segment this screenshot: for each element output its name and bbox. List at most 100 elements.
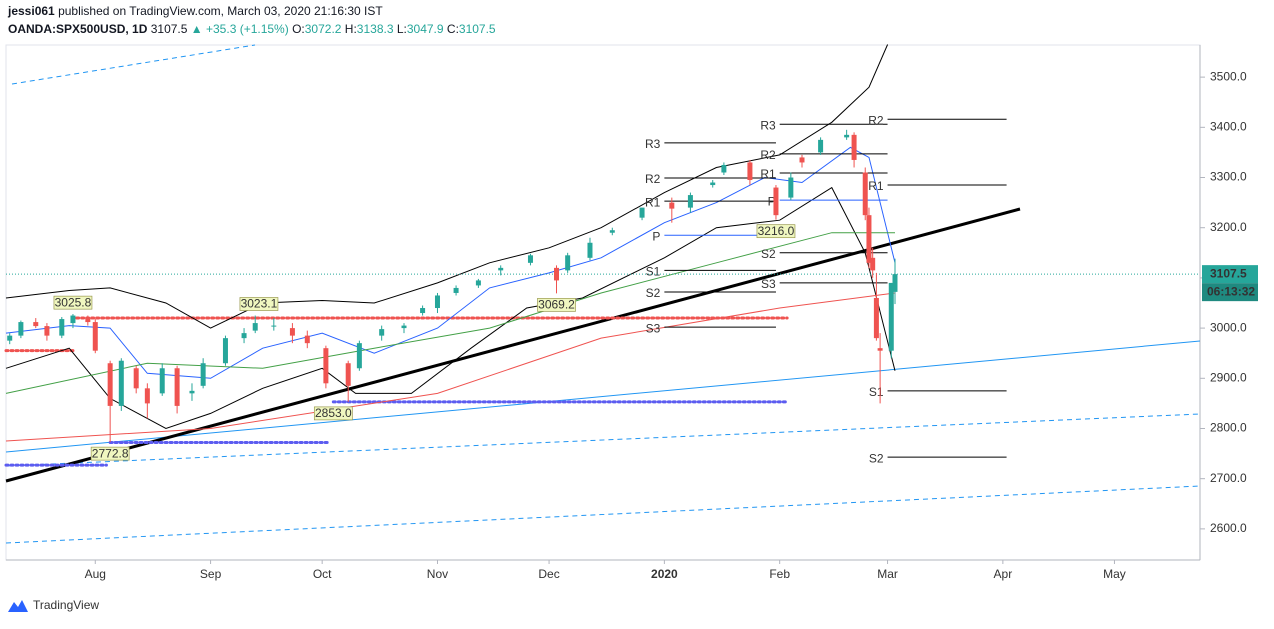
y-tick-label: 3400.0 xyxy=(1210,119,1247,133)
candle-body xyxy=(356,343,362,369)
candle-body xyxy=(85,318,91,323)
candle-body xyxy=(862,172,868,216)
candle-body xyxy=(133,368,139,389)
indicator-line xyxy=(5,44,889,329)
low: 3047.9 xyxy=(407,22,444,36)
header: jessi061 published on TradingView.com, M… xyxy=(7,4,383,18)
candle-body xyxy=(159,368,165,394)
candle-body xyxy=(565,255,571,271)
candle-body xyxy=(189,390,195,394)
brand: TradingView xyxy=(33,598,99,612)
candle-body xyxy=(144,388,150,404)
candle-body xyxy=(669,202,675,209)
symbol-line: OANDA:SPX500USD, 1D 3107.5 ▲ +35.3 (+1.1… xyxy=(8,22,496,36)
x-tick-label: Sep xyxy=(200,567,222,581)
x-tick-label: Feb xyxy=(769,567,790,581)
y-tick-label: 3000.0 xyxy=(1210,320,1247,334)
y-tick-label: 2600.0 xyxy=(1210,521,1247,535)
change: +35.3 (+1.15%) xyxy=(206,22,289,36)
candle-body xyxy=(873,297,879,339)
h-label: H: xyxy=(345,22,357,36)
x-tick-label: Nov xyxy=(427,567,448,581)
x-tick-label: Dec xyxy=(538,567,559,581)
candle-body xyxy=(271,325,277,327)
plot-area xyxy=(5,44,1201,561)
x-tick-label: Oct xyxy=(313,567,332,581)
candle-body xyxy=(252,323,258,331)
candle-body xyxy=(44,326,50,336)
price-note-box xyxy=(239,297,279,311)
candle-body xyxy=(788,177,794,198)
x-tick-label: Apr xyxy=(994,567,1013,581)
pivot-label: P xyxy=(652,229,660,243)
candle-body xyxy=(527,255,533,263)
y-tick-label: 2800.0 xyxy=(1210,421,1247,435)
candle-body xyxy=(289,328,295,336)
pivot-label: S2 xyxy=(761,247,776,261)
y-tick-label: 2900.0 xyxy=(1210,370,1247,384)
channel-line xyxy=(5,485,1201,544)
trend-line xyxy=(5,207,1021,483)
pivot-label: S1 xyxy=(869,385,884,399)
candle-body xyxy=(554,267,560,281)
candle-body xyxy=(866,215,872,263)
indicator-line xyxy=(5,292,896,442)
candle-body xyxy=(401,325,407,329)
candle-body xyxy=(687,195,693,208)
candle-body xyxy=(241,333,247,339)
y-tick-label: 3500.0 xyxy=(1210,69,1247,83)
pivot-label: S3 xyxy=(761,277,776,291)
x-tick-label: 2020 xyxy=(651,567,678,581)
price-tag-label: 3107.5 xyxy=(1210,266,1247,280)
arrow: ▲ xyxy=(191,22,203,36)
candle-body xyxy=(710,182,716,186)
price-note: 3069.2 xyxy=(538,298,575,312)
candle-body xyxy=(773,187,779,216)
x-tick-label: May xyxy=(1103,567,1126,581)
candle-body xyxy=(639,207,645,218)
symbol: OANDA:SPX500USD, 1D xyxy=(8,22,148,36)
price-note-box xyxy=(756,224,796,239)
o-label: O: xyxy=(292,22,305,36)
pivot-label: R1 xyxy=(645,195,661,209)
trendlines xyxy=(4,44,1201,544)
candle-body xyxy=(888,282,894,351)
candle-body xyxy=(379,329,385,336)
candle-body xyxy=(33,322,39,327)
c-label: C: xyxy=(447,22,459,36)
indicator-line xyxy=(5,146,896,379)
y-tick-label: 3300.0 xyxy=(1210,170,1247,184)
candle-body xyxy=(200,363,206,386)
candle-body xyxy=(475,280,481,286)
y-tick-label: 2700.0 xyxy=(1210,471,1247,485)
candle-body xyxy=(818,139,824,153)
pivot-label: R1 xyxy=(868,179,884,193)
candle-body xyxy=(70,315,76,324)
indicator-line xyxy=(5,186,896,430)
candle-body xyxy=(587,242,593,258)
y-tick-label: 3200.0 xyxy=(1210,220,1247,234)
price-note-box xyxy=(90,446,130,461)
candle-body xyxy=(609,230,615,233)
candle-body xyxy=(174,368,180,406)
pivot-label: R3 xyxy=(760,118,776,132)
countdown-tag xyxy=(1202,283,1258,302)
pivot-label: S2 xyxy=(869,451,884,465)
close: 3107.5 xyxy=(459,22,496,36)
price-note-box xyxy=(53,295,93,310)
l-label: L: xyxy=(397,22,407,36)
logo xyxy=(8,600,28,612)
channel-line xyxy=(5,413,1201,467)
candle-body xyxy=(870,257,876,271)
pivot-label: S3 xyxy=(646,321,661,335)
pivot-label: S1 xyxy=(646,265,661,279)
candle-body xyxy=(323,348,329,384)
pivot-label: R1 xyxy=(760,167,776,181)
open: 3072.2 xyxy=(305,22,342,36)
candle-body xyxy=(498,267,504,271)
user: jessi061 xyxy=(7,4,55,18)
pivot-label: R2 xyxy=(645,172,661,186)
candle-body xyxy=(453,287,459,293)
candle-body xyxy=(844,134,850,138)
